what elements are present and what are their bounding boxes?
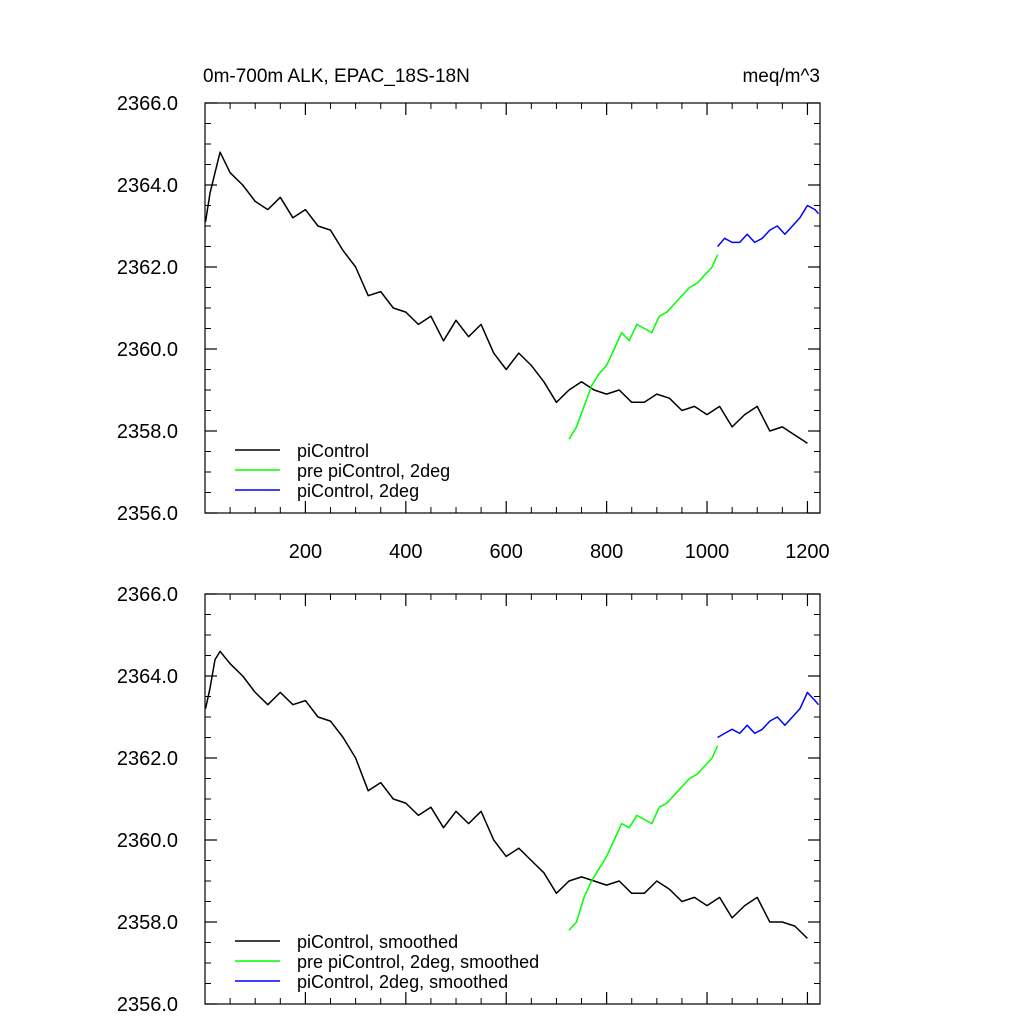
top-legend-label-piControl: piControl bbox=[297, 441, 369, 461]
bottom-legend-label-piControl-smoothed: piControl, smoothed bbox=[297, 932, 458, 952]
bottom-legend-label-pre-piControl-2deg-smoothed: pre piControl, 2deg, smoothed bbox=[297, 952, 539, 972]
series-line-picontrol bbox=[204, 151, 808, 444]
top-legend: piControl pre piControl, 2deg piControl,… bbox=[235, 441, 450, 501]
top-series-lines bbox=[204, 151, 820, 444]
bottom-series-lines bbox=[204, 650, 820, 939]
y-tick-label: 2366.0 bbox=[117, 584, 178, 606]
bottom-legend-label-piControl-2deg-smoothed: piControl, 2deg, smoothed bbox=[297, 972, 508, 992]
top-panel-units: meq/m^3 bbox=[742, 66, 820, 87]
x-tick-label: 200 bbox=[289, 541, 322, 563]
y-tick-label: 2364.0 bbox=[117, 175, 178, 197]
y-tick-label: 2356.0 bbox=[117, 994, 178, 1016]
bottom-panel: 2356.0 2358.0 2360.0 2362.0 2364.0 2366.0 piC… bbox=[117, 584, 821, 1016]
y-tick-label: 2360.0 bbox=[117, 830, 178, 852]
y-tick-label: 2358.0 bbox=[117, 912, 178, 934]
top-legend-label-piControl-2deg: piControl, 2deg bbox=[297, 481, 419, 501]
series-line-pre-picontrol-2deg-smoothed bbox=[568, 745, 719, 931]
series-line-picontrol-2deg-smoothed bbox=[717, 691, 820, 739]
top-legend-label-pre-piControl-2deg: pre piControl, 2deg bbox=[297, 461, 450, 481]
x-tick-label: 400 bbox=[389, 541, 422, 563]
y-tick-label: 2358.0 bbox=[117, 421, 178, 443]
bottom-legend: piControl, smoothed pre piControl, 2deg,… bbox=[235, 932, 539, 992]
top-y-tick-labels: 2356.0 2358.0 2360.0 2362.0 2364.0 2366.0 bbox=[117, 93, 178, 525]
y-tick-label: 2366.0 bbox=[117, 93, 178, 115]
y-tick-label: 2360.0 bbox=[117, 339, 178, 361]
y-tick-label: 2362.0 bbox=[117, 257, 178, 279]
bottom-tick-marks bbox=[205, 593, 820, 1005]
x-tick-label: 600 bbox=[490, 541, 523, 563]
series-line-picontrol-2deg bbox=[717, 204, 820, 247]
top-x-tick-labels: 200 400 600 800 1000 1200 bbox=[289, 541, 830, 563]
y-tick-label: 2356.0 bbox=[117, 503, 178, 525]
top-plot-frame bbox=[204, 102, 821, 514]
bottom-plot-frame bbox=[204, 593, 821, 1005]
x-tick-label: 1000 bbox=[685, 541, 730, 563]
top-panel: 0m-700m ALK, EPAC_18S-18N meq/m^3 200 400… bbox=[117, 66, 830, 563]
y-tick-label: 2362.0 bbox=[117, 748, 178, 770]
top-panel-title: 0m-700m ALK, EPAC_18S-18N bbox=[203, 66, 470, 87]
y-tick-label: 2364.0 bbox=[117, 666, 178, 688]
x-tick-label: 1200 bbox=[785, 541, 830, 563]
x-tick-label: 800 bbox=[590, 541, 623, 563]
series-line-picontrol-smoothed bbox=[204, 650, 808, 939]
bottom-y-tick-labels: 2356.0 2358.0 2360.0 2362.0 2364.0 2366.0 bbox=[117, 584, 178, 1016]
series-line-pre-picontrol-2deg bbox=[568, 254, 719, 440]
